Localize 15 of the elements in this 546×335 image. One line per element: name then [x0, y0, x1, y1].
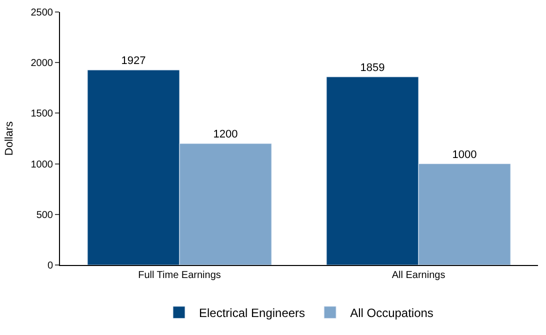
x-tick-label: Full Time Earnings — [138, 270, 221, 281]
y-axis-title: Dollars — [3, 120, 16, 156]
legend-label: Electrical Engineers — [199, 306, 306, 320]
y-tick-label: 1500 — [30, 108, 54, 120]
y-tick-label: 500 — [36, 210, 54, 221]
y-tick-label: 2500 — [30, 8, 54, 18]
data-label: 1859 — [360, 62, 385, 74]
data-label: 1200 — [213, 128, 238, 141]
x-tick-label: All Earnings — [392, 270, 446, 281]
y-tick-label: 2000 — [30, 58, 54, 70]
data-label: 1000 — [452, 148, 477, 161]
data-label: 1927 — [121, 54, 146, 67]
legend-label: All Occupations — [350, 306, 434, 320]
y-tick-label: 1000 — [30, 159, 54, 170]
y-tick-label: 0 — [47, 260, 54, 272]
